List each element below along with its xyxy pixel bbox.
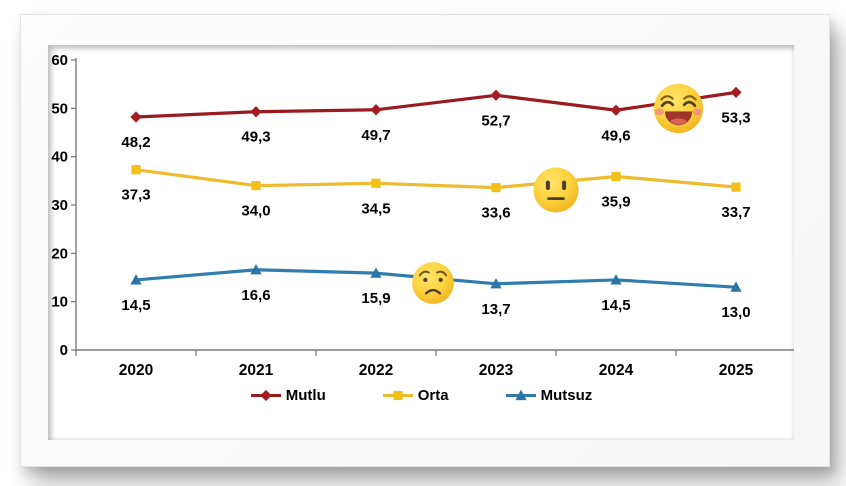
- chart-panel: 0 10 20 30 40 50 60 2020 2021 2022 2023 2024 2025 48,…: [48, 45, 794, 440]
- legend-item-orta: Orta: [382, 387, 449, 404]
- x-tick-label-2023: 2023: [479, 362, 514, 379]
- y-tick-label-40: 40: [51, 149, 68, 166]
- x-tick-label-2021: 2021: [239, 362, 274, 379]
- y-tick-label-20: 20: [51, 245, 68, 262]
- data-label-mutsuz-2024: 14,5: [601, 297, 630, 314]
- data-label-mutlu-2021: 49,3: [241, 129, 270, 146]
- data-point-orta-2020: [131, 165, 141, 175]
- chart-legend: Mutlu Orta Mutsuz: [48, 387, 794, 404]
- y-tick-label-30: 30: [51, 197, 68, 214]
- laughing-emoji-icon: [653, 83, 703, 133]
- data-point-mutlu-2020: [130, 111, 142, 123]
- data-label-mutsuz-2025: 13,0: [721, 304, 750, 321]
- y-tick-label-10: 10: [51, 294, 68, 311]
- data-label-mutsuz-2021: 16,6: [241, 287, 270, 304]
- mutsuz-legend-marker: [505, 389, 536, 401]
- data-label-orta-2022: 34,5: [361, 200, 390, 217]
- data-point-mutsuz-2022: [370, 267, 382, 278]
- x-tick-label-2025: 2025: [719, 362, 754, 379]
- y-tick-label-60: 60: [51, 52, 68, 69]
- orta-legend-marker: [382, 390, 413, 401]
- data-point-orta-2024: [611, 171, 621, 182]
- series-line-orta: [134, 168, 738, 190]
- data-point-mutlu-2025: [730, 86, 742, 98]
- data-label-mutlu-2025: 53,3: [721, 109, 750, 126]
- data-point-orta-2021: [251, 181, 261, 191]
- data-label-orta-2023: 33,6: [481, 205, 510, 222]
- legend-label-mutsuz: Mutsuz: [540, 387, 593, 404]
- data-point-mutsuz-2020: [130, 274, 142, 285]
- data-label-orta-2021: 34,0: [241, 203, 270, 220]
- legend-item-mutsuz: Mutsuz: [505, 387, 593, 404]
- worried-face-emoji-icon: [412, 262, 454, 304]
- data-point-orta-2025: [731, 182, 741, 192]
- data-label-mutlu-2020: 48,2: [121, 134, 150, 151]
- data-label-orta-2020: 37,3: [121, 187, 150, 204]
- series-mutlu: 48,2 49,3 49,7 52,7 49,6 53,3: [121, 86, 751, 151]
- data-point-orta-2023: [491, 183, 501, 193]
- line-chart: 0 10 20 30 40 50 60 2020 2021 2022 2023 2024 2025 48,…: [51, 52, 794, 379]
- orta-legend-marker-shape: [393, 390, 403, 401]
- data-label-orta-2025: 33,7: [721, 204, 750, 221]
- legend-label-orta: Orta: [417, 387, 449, 404]
- data-point-mutsuz-2021: [250, 263, 262, 275]
- data-point-mutlu-2021: [250, 106, 262, 118]
- mutlu-legend-marker: [250, 389, 281, 402]
- data-label-mutlu-2023: 52,7: [481, 112, 510, 129]
- data-label-orta-2024: 35,9: [601, 193, 630, 210]
- series-orta: 37,3 34,0 34,5 33,6 35,9 33,7: [121, 165, 751, 222]
- data-point-orta-2022: [371, 178, 381, 188]
- data-label-mutsuz-2020: 14,5: [121, 297, 150, 314]
- y-tick-label-0: 0: [60, 342, 68, 359]
- data-point-mutlu-2024: [610, 104, 622, 116]
- x-tick-label-2024: 2024: [599, 362, 634, 379]
- data-label-mutlu-2022: 49,7: [361, 127, 390, 144]
- data-point-mutsuz-2023: [490, 277, 502, 289]
- picture-frame: 0 10 20 30 40 50 60 2020 2021 2022 2023 2024 2025 48,…: [20, 14, 830, 467]
- x-tick-label-2022: 2022: [359, 362, 393, 379]
- data-point-mutlu-2023: [490, 89, 502, 101]
- legend-label-mutlu: Mutlu: [285, 387, 326, 404]
- mutlu-legend-marker-shape: [260, 389, 272, 402]
- data-point-mutsuz-2025: [730, 281, 742, 292]
- series-line-mutlu: [134, 90, 738, 119]
- data-label-mutsuz-2022: 15,9: [361, 290, 390, 307]
- neutral-face-emoji-icon: [533, 167, 579, 213]
- data-label-mutsuz-2023: 13,7: [481, 301, 510, 318]
- y-tick-label-50: 50: [51, 100, 68, 117]
- mutsuz-legend-marker-shape: [514, 389, 527, 401]
- legend-item-mutlu: Mutlu: [250, 387, 326, 404]
- data-label-mutlu-2024: 49,6: [601, 127, 630, 144]
- data-point-mutsuz-2024: [610, 274, 622, 285]
- x-tick-label-2020: 2020: [119, 362, 153, 379]
- data-point-mutlu-2022: [370, 104, 382, 116]
